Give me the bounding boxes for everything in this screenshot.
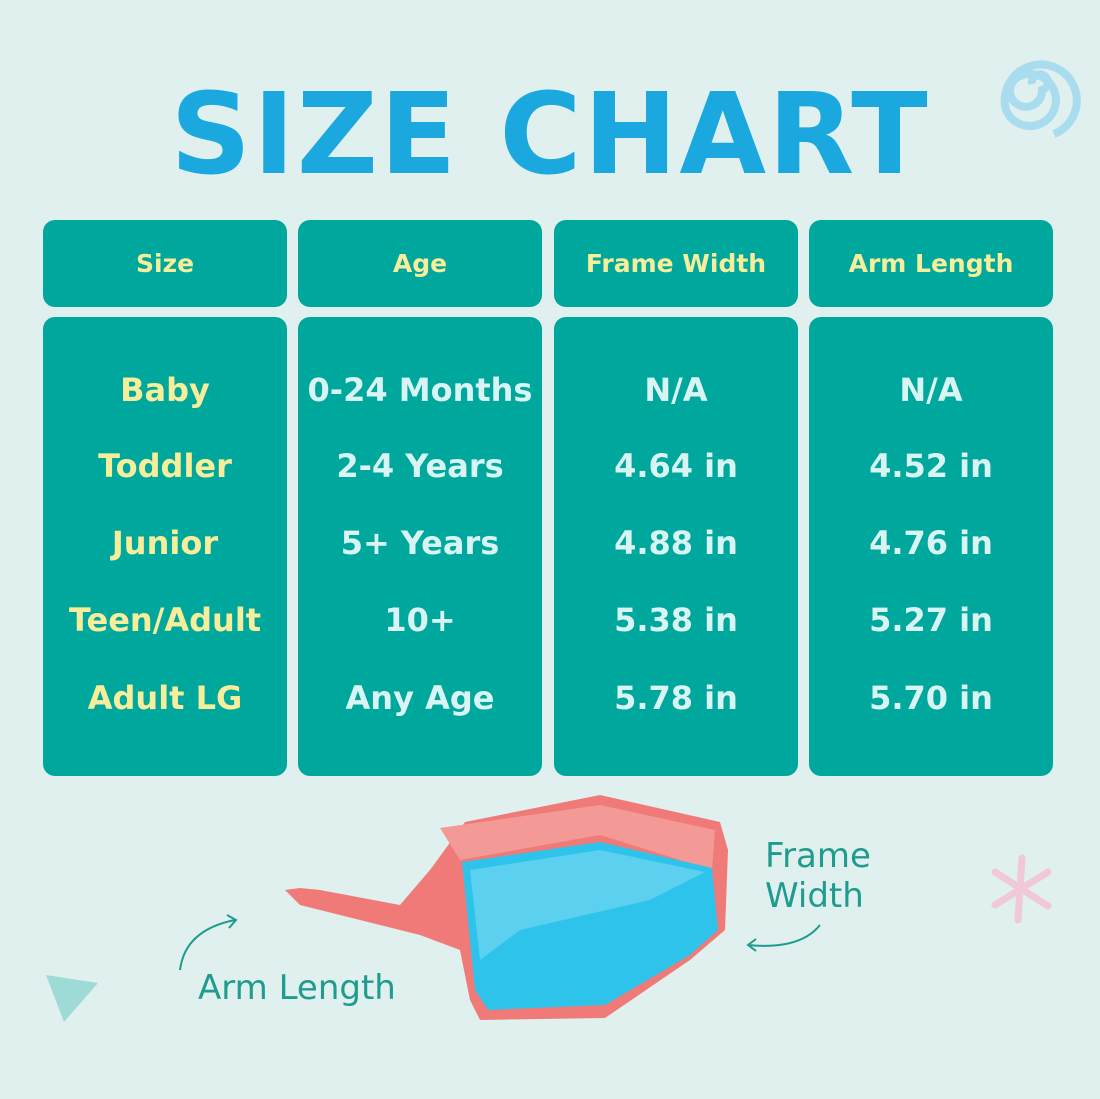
table-cell: 5.27 in: [869, 601, 993, 639]
triangle: [46, 975, 98, 1022]
table-cell: Any Age: [345, 679, 495, 717]
column-header: Age: [298, 220, 542, 307]
spiral: [1000, 60, 1081, 138]
table-cell: 4.52 in: [869, 447, 993, 485]
table-cell: N/A: [899, 371, 963, 409]
column-header: Size: [43, 220, 287, 307]
table-cell: 5.38 in: [614, 601, 738, 639]
table-cell: Baby: [120, 371, 210, 409]
table-cell: N/A: [644, 371, 708, 409]
table-cell: 4.88 in: [614, 524, 738, 562]
arrows: [179, 914, 821, 971]
table-cell: Teen/Adult: [68, 601, 262, 639]
sunglasses: [285, 795, 728, 1020]
frame-width-label: Frame Width: [765, 836, 871, 916]
table-cell: 4.64 in: [614, 447, 738, 485]
column-body: N/A 4.64 in 4.88 in 5.38 in 5.78 in: [554, 317, 798, 776]
table-cell: Junior: [111, 524, 219, 562]
table-cell: 5.78 in: [614, 679, 738, 717]
table-cell: Toddler: [98, 447, 232, 485]
table-cell: 5.70 in: [869, 679, 993, 717]
table-cell: 5+ Years: [340, 524, 500, 562]
table-cell: 0-24 Months: [307, 371, 533, 409]
star: [991, 854, 1052, 924]
title: SIZE CHART: [170, 70, 930, 200]
arm-length-label: Arm Length: [198, 968, 396, 1008]
column-header: Frame Width: [554, 220, 798, 307]
table-cell: 10+: [384, 601, 456, 639]
column-header: Arm Length: [809, 220, 1053, 307]
table-cell: 2-4 Years: [336, 447, 504, 485]
table-cell: Adult LG: [87, 679, 243, 717]
column-body: Baby Toddler Junior Teen/Adult Adult LG: [43, 317, 287, 776]
column-body: 0-24 Months 2-4 Years 5+ Years 10+ Any Age: [298, 317, 542, 776]
column-body: N/A 4.52 in 4.76 in 5.27 in 5.70 in: [809, 317, 1053, 776]
table-cell: 4.76 in: [869, 524, 993, 562]
